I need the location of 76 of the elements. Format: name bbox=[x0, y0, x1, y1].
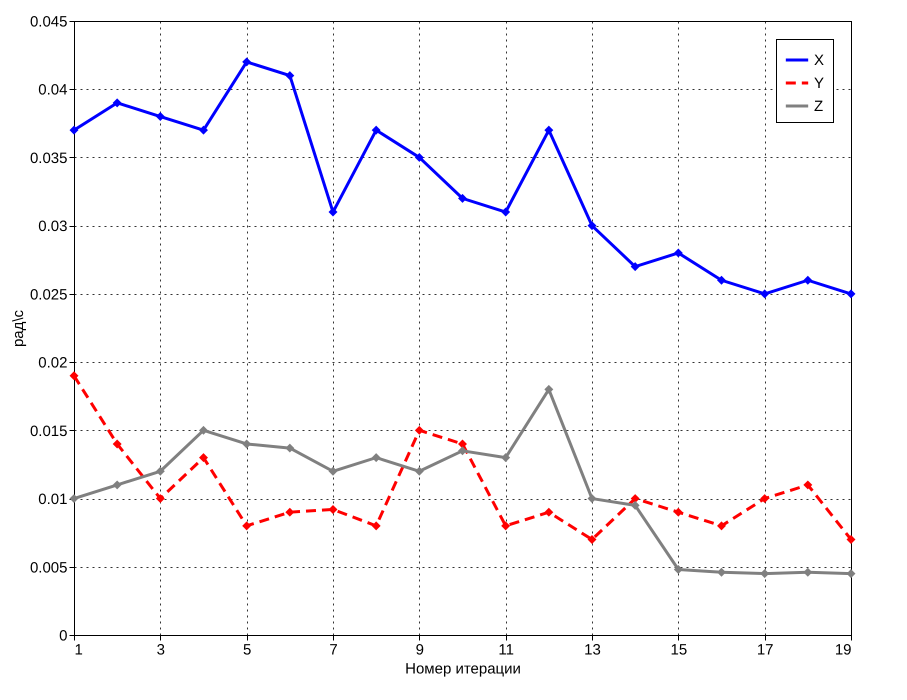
point bbox=[156, 494, 165, 504]
point bbox=[458, 194, 467, 203]
point bbox=[414, 426, 424, 435]
point bbox=[674, 565, 683, 574]
point bbox=[544, 384, 554, 394]
point bbox=[846, 289, 856, 298]
point bbox=[70, 494, 78, 504]
point bbox=[846, 535, 856, 544]
point bbox=[285, 508, 294, 517]
point bbox=[717, 521, 726, 530]
y-axis-title: рад\с bbox=[10, 309, 27, 348]
point bbox=[285, 444, 294, 453]
point bbox=[328, 466, 338, 476]
x-tick-label: 9 bbox=[416, 642, 424, 658]
point bbox=[242, 521, 252, 530]
y-tick-label: 0.04 bbox=[38, 82, 68, 99]
point bbox=[803, 276, 812, 285]
y-tick-label: 0.01 bbox=[38, 491, 68, 508]
point bbox=[717, 276, 726, 285]
point bbox=[544, 126, 554, 135]
x-tick-label: 15 bbox=[670, 642, 688, 658]
y-tick-label: 0.02 bbox=[38, 354, 68, 372]
point bbox=[588, 221, 596, 230]
y-tick-label: 0.035 bbox=[30, 150, 68, 167]
point bbox=[328, 505, 338, 514]
x-tick-label: 3 bbox=[156, 642, 166, 658]
point bbox=[112, 440, 122, 448]
x-tick-label: 17 bbox=[756, 642, 774, 658]
y-tick-label: 0.03 bbox=[38, 218, 68, 236]
point bbox=[588, 535, 596, 544]
legend-label: Z bbox=[814, 98, 824, 115]
point bbox=[674, 508, 683, 517]
point bbox=[458, 446, 467, 456]
point bbox=[630, 500, 640, 510]
y-tick-label: 0.025 bbox=[30, 286, 68, 304]
point bbox=[156, 466, 165, 476]
y-tick-label: 0.005 bbox=[30, 559, 68, 576]
point bbox=[803, 480, 812, 490]
point bbox=[674, 248, 683, 258]
point bbox=[285, 71, 294, 80]
x-tick-label: 1 bbox=[74, 642, 83, 658]
point bbox=[372, 521, 381, 530]
point bbox=[717, 568, 726, 577]
point bbox=[588, 494, 596, 504]
x-tick-label: 13 bbox=[584, 642, 601, 658]
point bbox=[630, 262, 640, 272]
y-tick-label: 0.045 bbox=[30, 14, 68, 30]
x-tick-label: 19 bbox=[834, 642, 852, 658]
x-axis-title: Номер итерации bbox=[405, 660, 521, 678]
point bbox=[501, 208, 510, 216]
x-tick-label: 7 bbox=[329, 642, 338, 658]
point bbox=[501, 521, 510, 530]
point bbox=[156, 112, 165, 121]
point bbox=[544, 508, 554, 517]
point bbox=[760, 494, 770, 504]
point bbox=[199, 126, 208, 135]
point bbox=[372, 453, 381, 462]
point bbox=[328, 208, 338, 216]
point bbox=[414, 466, 424, 476]
legend-label: Y bbox=[814, 75, 824, 92]
point bbox=[70, 126, 78, 135]
point bbox=[760, 289, 770, 298]
point bbox=[372, 126, 381, 135]
point bbox=[112, 98, 122, 108]
point bbox=[112, 480, 122, 490]
y-tick-label: 0 bbox=[59, 628, 68, 644]
point bbox=[414, 152, 424, 162]
point bbox=[501, 453, 510, 462]
point bbox=[199, 426, 208, 435]
point bbox=[70, 371, 78, 380]
legend-label: X bbox=[814, 52, 824, 69]
x-tick-label: 5 bbox=[242, 642, 252, 658]
y-tick-label: 0.015 bbox=[30, 422, 68, 440]
point bbox=[199, 453, 208, 462]
point bbox=[242, 57, 252, 66]
x-tick-label: 11 bbox=[498, 642, 514, 658]
